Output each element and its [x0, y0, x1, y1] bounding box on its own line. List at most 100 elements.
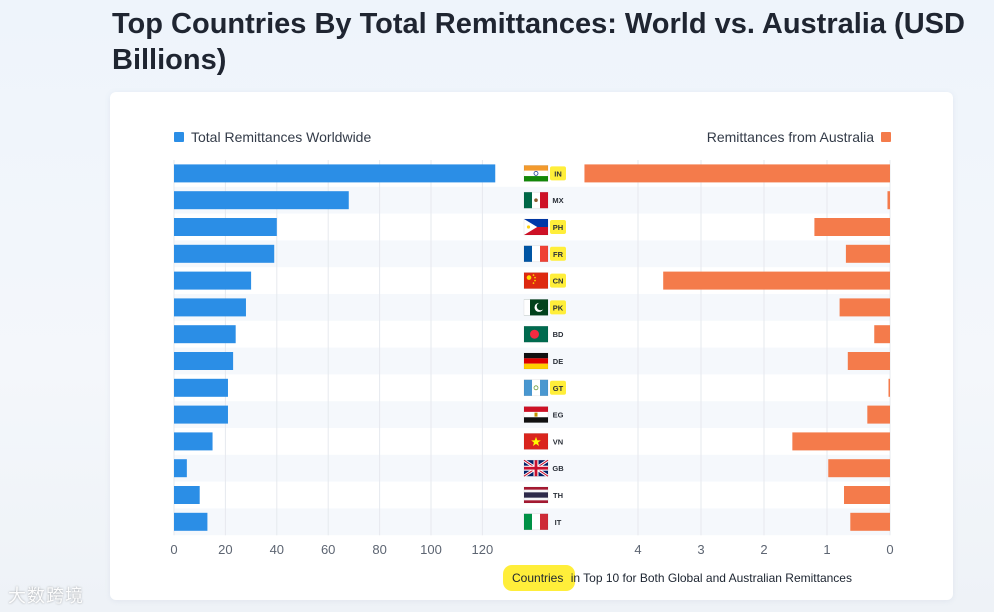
- bar-australia-vn: [792, 432, 890, 451]
- flag-border: [523, 299, 549, 316]
- country-code-fr: FR: [553, 250, 564, 259]
- country-code-gt: GT: [553, 384, 564, 393]
- flag-part: [532, 245, 540, 262]
- flag-part: [524, 170, 548, 177]
- flag-part: [534, 198, 538, 202]
- bar-australia-bd: [874, 325, 890, 344]
- bar-australia-in: [584, 164, 890, 183]
- legend-label-australia: Remittances from Australia: [707, 129, 874, 145]
- bar-worldwide-th: [174, 486, 200, 504]
- bar-australia-cn: [663, 271, 890, 290]
- flag-part: [536, 302, 545, 311]
- tick-label-worldwide: 0: [170, 542, 177, 557]
- bar-australia-eg: [867, 405, 890, 424]
- flag-border: [523, 272, 549, 289]
- flag-part: [524, 176, 548, 182]
- bar-worldwide-gb: [174, 459, 187, 478]
- tick-label-australia: 2: [760, 542, 767, 557]
- flag-part: [532, 513, 540, 530]
- footnote-text: in Top 10 for Both Global and Australian…: [567, 571, 852, 585]
- bar-worldwide-ph: [174, 218, 277, 236]
- footnote-highlight: [503, 565, 575, 591]
- country-code-in: IN: [554, 169, 562, 178]
- chart-card: Total Remittances Worldwide Remittances …: [110, 92, 953, 600]
- tick-label-australia: 4: [634, 542, 641, 557]
- bar-australia-it: [850, 512, 890, 531]
- flag-part: [540, 379, 548, 396]
- flag-th-icon: [523, 486, 549, 504]
- flag-part: [540, 192, 548, 209]
- australia-bars: [584, 164, 890, 531]
- flag-part: [530, 329, 539, 339]
- flag-part: [526, 225, 531, 229]
- bar-worldwide-fr: [174, 244, 275, 263]
- flag-part: [524, 492, 548, 498]
- country-code-vn: VN: [553, 437, 563, 446]
- flag-part: [524, 353, 548, 359]
- flag-gt-icon: [523, 379, 549, 397]
- country-code-cn: CN: [553, 277, 564, 286]
- code-highlight: [550, 273, 566, 288]
- flag-border: [523, 486, 549, 504]
- country-code-ph: PH: [553, 223, 563, 232]
- code-highlight: [550, 220, 566, 234]
- flag-border: [523, 325, 549, 343]
- flag-fr-icon: [523, 245, 549, 263]
- legend-swatch-worldwide: [174, 132, 184, 142]
- bar-australia-mx: [887, 191, 890, 210]
- code-highlight: [550, 166, 566, 181]
- flag-border: [523, 245, 549, 263]
- flag-part: [532, 282, 535, 284]
- flag-part: [524, 417, 548, 423]
- flag-part: [524, 192, 532, 209]
- flag-part: [533, 385, 539, 391]
- tick-label-worldwide: 80: [372, 542, 386, 557]
- flag-border: [523, 191, 549, 209]
- flag-eg-icon: [523, 406, 549, 423]
- bar-australia-ph: [814, 218, 890, 236]
- flag-border: [523, 352, 549, 370]
- flag-mx-icon: [523, 191, 549, 209]
- flag-border: [523, 433, 549, 450]
- code-highlight: [550, 300, 566, 315]
- flag-in-icon: [523, 165, 549, 182]
- bar-worldwide-it: [174, 512, 208, 531]
- flag-part: [532, 379, 540, 396]
- bar-worldwide-vn: [174, 432, 213, 451]
- svg-text:Countries in Top 10 for Both G: Countries in Top 10 for Both Global and …: [512, 571, 852, 585]
- flag-part: [524, 363, 548, 369]
- legend-swatch-australia: [881, 132, 891, 142]
- code-highlight: [550, 380, 566, 395]
- flag-part: [534, 412, 538, 417]
- country-code-bd: BD: [553, 330, 564, 339]
- bar-worldwide-in: [174, 164, 496, 183]
- flag-it-icon: [523, 513, 549, 531]
- tick-label-worldwide: 40: [270, 542, 284, 557]
- bar-australia-th: [844, 486, 890, 504]
- country-code-gb: GB: [552, 464, 564, 473]
- tick-label-worldwide: 20: [218, 542, 232, 557]
- flag-part: [531, 436, 541, 446]
- flag-part: [533, 171, 539, 176]
- tick-label-worldwide: 100: [420, 542, 442, 557]
- country-code-th: TH: [553, 491, 563, 500]
- country-flags: [523, 165, 549, 531]
- flag-border: [523, 513, 549, 531]
- page-title: Top Countries By Total Remittances: Worl…: [112, 8, 965, 76]
- bar-worldwide-cn: [174, 271, 252, 290]
- flag-border: [523, 459, 549, 477]
- flag-border: [523, 165, 549, 182]
- flag-part: [524, 227, 548, 235]
- flag-part: [524, 245, 532, 262]
- flag-part: [526, 275, 532, 280]
- x-ticks-australia: 4 3 2 1 0: [634, 542, 893, 557]
- country-code-it: IT: [555, 518, 562, 527]
- flag-pk-icon: [523, 299, 549, 316]
- bar-worldwide-bd: [174, 325, 236, 344]
- flag-part: [532, 274, 535, 276]
- bar-australia-gt: [888, 378, 890, 397]
- footnote-highlight-word: Countries: [512, 571, 563, 585]
- flag-part: [524, 165, 548, 171]
- flag-border: [523, 406, 549, 423]
- flag-de-icon: [523, 352, 549, 370]
